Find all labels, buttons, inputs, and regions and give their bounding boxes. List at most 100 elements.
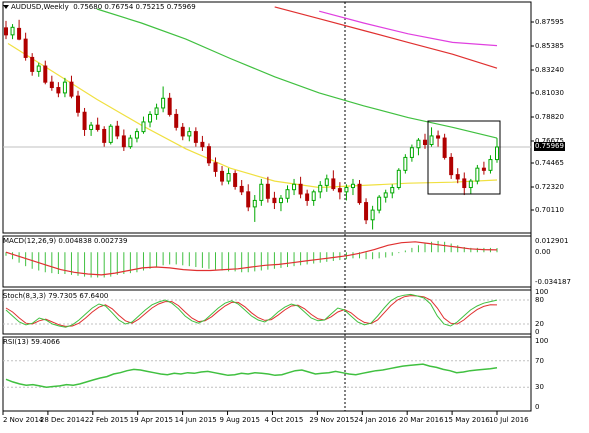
candle-body (102, 128, 107, 143)
candle-body (422, 139, 427, 146)
candle-body (17, 27, 22, 40)
candle-body (213, 162, 218, 172)
candle-body (298, 183, 303, 195)
candle-body (344, 187, 349, 193)
time-tick-label: 28 Dec 2014 (39, 416, 85, 424)
candle-body (4, 27, 8, 36)
rsi-line (5, 363, 498, 388)
candle-body (416, 139, 421, 149)
candle-body (134, 131, 139, 139)
candle-body (436, 135, 441, 139)
candle-body (128, 137, 133, 148)
candle-body (292, 183, 297, 191)
candle-body (324, 178, 329, 186)
candle-body (364, 202, 369, 221)
candle-body (226, 173, 231, 182)
candle-body (154, 107, 159, 115)
candle-body (259, 183, 264, 201)
macd-level-label: 0.00 (535, 248, 551, 257)
candle-body (272, 197, 277, 204)
moving-average-red (274, 6, 498, 69)
candle-body (161, 97, 166, 109)
candle-body (43, 65, 48, 83)
candle-body (331, 178, 336, 190)
candle-body (429, 135, 434, 146)
candle-body (377, 196, 382, 211)
candle-body (220, 170, 225, 182)
price-tick-label: 0.83240 (535, 66, 564, 74)
candle-body (403, 156, 408, 171)
macd-title: MACD(12,26,9) 0.004838 0.002739 (3, 237, 128, 245)
time-tick-label: 2 Nov 2014 (3, 416, 44, 424)
candle-body (206, 146, 211, 164)
time-tick-label: 20 Mar 2016 (399, 416, 444, 424)
candle-body (239, 185, 244, 193)
current-price-badge: 0.75969 (534, 142, 565, 151)
candle-body (76, 95, 81, 113)
candle-body (82, 111, 87, 130)
candle-body (305, 193, 310, 201)
stoch-title: Stoch(8,3,3) 79.7305 67.6400 (3, 292, 109, 300)
candle-body (475, 167, 480, 182)
time-tick-label: 10 Jul 2016 (489, 416, 529, 424)
candle-body (318, 184, 323, 193)
time-tick-label: 24 Jan 2016 (354, 416, 397, 424)
time-tick-label: 9 Aug 2015 (219, 416, 260, 424)
macd-level-label: 0.012901 (535, 237, 569, 245)
candle-body (311, 191, 316, 201)
candle-body (278, 197, 283, 204)
moving-average-magenta (319, 10, 498, 47)
candle-body (36, 65, 41, 72)
candle-body (62, 81, 67, 94)
stoch-level-label: 80 (535, 296, 544, 304)
candle-body (49, 81, 54, 89)
dropdown-arrow-icon[interactable] (3, 5, 9, 9)
candle-body (370, 209, 375, 221)
rsi-level-label: 0 (535, 403, 540, 411)
candle-body (488, 159, 493, 171)
time-tick-label: 4 Oct 2015 (264, 416, 304, 424)
moving-average-green (96, 8, 498, 139)
candle-body (396, 169, 401, 189)
candle-body (148, 113, 153, 123)
candle-body (495, 146, 499, 161)
candle-body (337, 188, 342, 193)
candle-body (390, 187, 395, 194)
rsi-title: RSI(13) 59.4066 (3, 338, 60, 346)
candle-body (167, 97, 172, 115)
candle-body (10, 26, 15, 36)
candle-body (350, 183, 355, 189)
candle-body (200, 141, 205, 148)
symbol-title: AUDUSD,Weekly (11, 3, 69, 11)
price-tick-label: 0.76675 (535, 137, 564, 145)
candle-body (95, 124, 100, 130)
time-tick-label: 22 Feb 2015 (84, 416, 129, 424)
time-tick-label: 29 Nov 2015 (309, 416, 355, 424)
candle-body (383, 192, 388, 198)
rsi-level-label: 70 (535, 356, 544, 365)
annotation-box (427, 120, 501, 195)
candle-body (180, 126, 185, 137)
time-tick-label: 15 May 2016 (444, 416, 490, 424)
price-tick-label: 0.85385 (535, 42, 564, 50)
macd-signal-line (5, 241, 498, 276)
candle-body (455, 174, 460, 180)
stoch-level-label: 0 (535, 328, 540, 336)
candle-body (481, 167, 486, 171)
stoch-level-label: 100 (535, 288, 549, 296)
candle-body (108, 125, 113, 143)
candle-body (56, 87, 61, 94)
candle-body (285, 189, 290, 199)
price-tick-label: 0.70110 (535, 206, 564, 214)
price-tick-label: 0.87595 (535, 18, 564, 26)
candle-body (115, 125, 120, 137)
rsi-level-label: 100 (535, 337, 549, 345)
candle-body (121, 135, 126, 148)
price-tick-label: 0.81030 (535, 89, 564, 97)
candle-body (141, 121, 146, 133)
candle-body (174, 113, 179, 128)
rsi-level-label: 30 (535, 383, 544, 392)
candle-body (252, 199, 257, 208)
